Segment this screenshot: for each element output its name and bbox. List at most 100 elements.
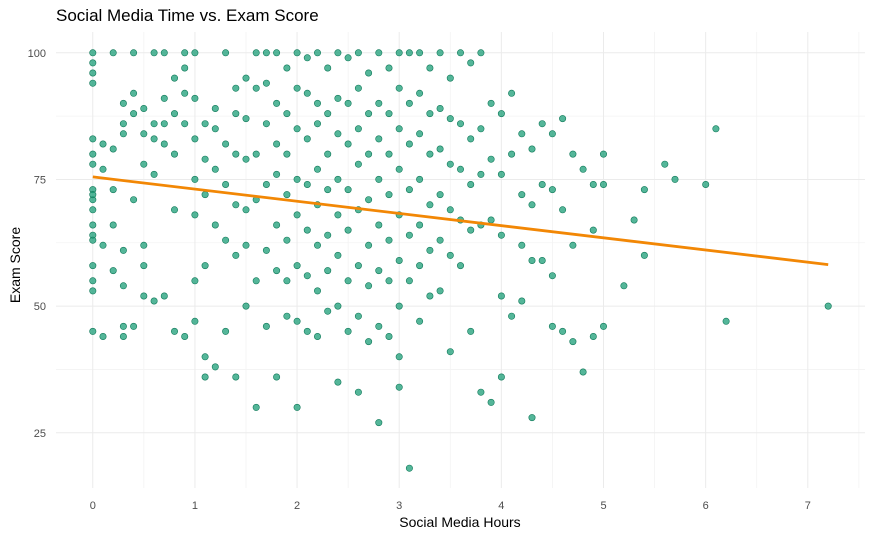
data-point — [702, 181, 710, 189]
data-point — [405, 49, 413, 57]
data-point — [150, 135, 158, 143]
data-point — [191, 94, 199, 102]
data-point — [559, 206, 567, 214]
data-point — [201, 353, 209, 361]
data-point — [324, 267, 332, 275]
data-point — [89, 160, 97, 168]
data-point — [365, 282, 373, 290]
grid — [56, 32, 865, 488]
data-point — [109, 49, 117, 57]
data-point — [273, 267, 281, 275]
data-point — [334, 49, 342, 57]
data-point — [201, 373, 209, 381]
data-point — [313, 165, 321, 173]
data-point — [385, 236, 393, 244]
data-point — [446, 251, 454, 259]
data-point — [467, 181, 475, 189]
data-point — [569, 150, 577, 158]
data-point — [354, 160, 362, 168]
data-point — [293, 49, 301, 57]
data-point — [354, 262, 362, 270]
data-point — [436, 287, 444, 295]
data-point — [89, 69, 97, 77]
data-point — [508, 89, 516, 97]
data-point — [283, 236, 291, 244]
data-point — [119, 282, 127, 290]
data-point — [334, 130, 342, 138]
data-point — [191, 211, 199, 219]
data-point — [436, 145, 444, 153]
data-point — [497, 170, 505, 178]
data-point — [119, 99, 127, 107]
data-point — [171, 327, 179, 335]
data-point — [477, 125, 485, 133]
y-tick-label: 75 — [34, 174, 46, 186]
data-point — [375, 135, 383, 143]
data-point — [375, 99, 383, 107]
data-point — [89, 221, 97, 229]
data-point — [181, 89, 189, 97]
data-point — [191, 317, 199, 325]
data-point — [671, 175, 679, 183]
data-point — [395, 84, 403, 92]
data-point — [171, 74, 179, 82]
data-point — [201, 120, 209, 128]
data-point — [89, 150, 97, 158]
data-point — [405, 140, 413, 148]
data-point — [150, 49, 158, 57]
data-point — [416, 221, 424, 229]
x-axis-ticks: 0 1 2 3 4 5 6 7 — [90, 500, 811, 512]
data-point — [211, 363, 219, 371]
data-point — [283, 64, 291, 72]
data-point — [334, 251, 342, 259]
data-point — [232, 150, 240, 158]
data-point — [365, 241, 373, 249]
data-point — [548, 272, 556, 280]
data-point — [273, 49, 281, 57]
data-point — [436, 105, 444, 113]
data-point — [824, 302, 832, 310]
data-point — [487, 155, 495, 163]
data-point — [487, 216, 495, 224]
data-point — [119, 246, 127, 254]
data-point — [497, 231, 505, 239]
data-point — [109, 145, 117, 153]
data-point — [109, 267, 117, 275]
data-point — [140, 105, 148, 113]
x-tick-label: 2 — [294, 500, 300, 512]
data-point — [191, 277, 199, 285]
data-point — [395, 302, 403, 310]
data-point — [426, 64, 434, 72]
data-point — [160, 140, 168, 148]
data-point — [528, 414, 536, 422]
data-point — [375, 267, 383, 275]
data-point — [416, 262, 424, 270]
data-point — [375, 221, 383, 229]
data-point — [589, 332, 597, 340]
y-axis-ticks: 25 50 75 100 — [28, 48, 46, 440]
data-point — [99, 241, 107, 249]
data-point — [211, 125, 219, 133]
data-point — [273, 140, 281, 148]
x-tick-label: 5 — [600, 500, 606, 512]
data-point — [324, 307, 332, 315]
data-point — [395, 49, 403, 57]
data-point — [160, 49, 168, 57]
data-point — [344, 327, 352, 335]
data-point — [405, 231, 413, 239]
data-point — [446, 206, 454, 214]
data-point — [89, 206, 97, 214]
data-point — [262, 79, 270, 87]
data-point — [538, 120, 546, 128]
data-point — [416, 49, 424, 57]
data-point — [365, 338, 373, 346]
data-point — [201, 155, 209, 163]
data-point — [354, 125, 362, 133]
data-point — [181, 64, 189, 72]
data-point — [589, 181, 597, 189]
y-tick-label: 25 — [34, 428, 46, 440]
data-point — [344, 99, 352, 107]
data-point — [385, 191, 393, 199]
y-tick-label: 100 — [28, 48, 46, 60]
